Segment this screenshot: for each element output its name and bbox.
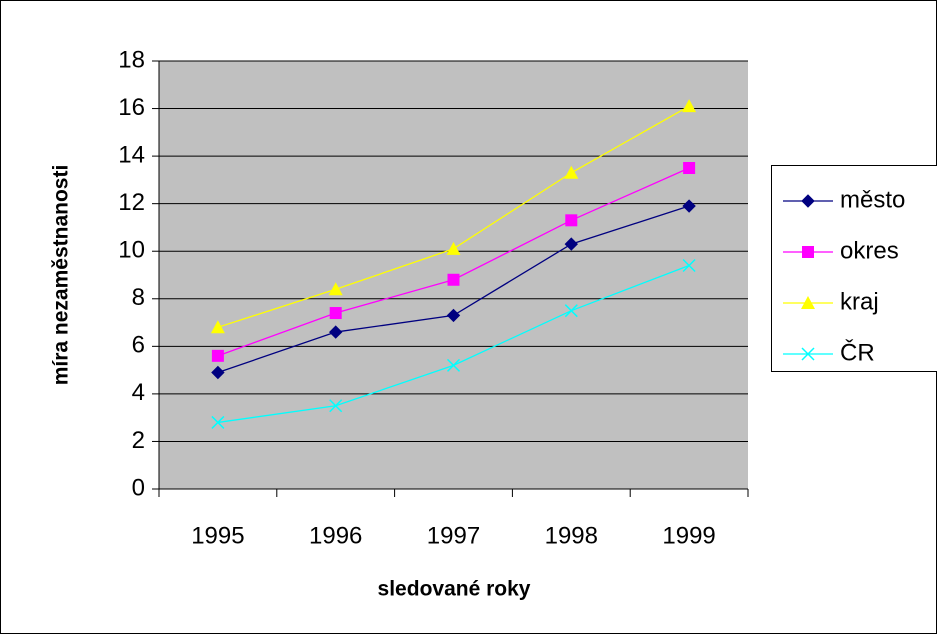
marker xyxy=(802,246,814,258)
x-tick-label: 1997 xyxy=(427,522,480,549)
y-axis-title: míra nezaměstnanosti xyxy=(50,165,73,386)
marker xyxy=(211,365,225,380)
marker xyxy=(329,307,342,320)
marker xyxy=(328,325,343,339)
marker xyxy=(211,349,224,362)
legend-box xyxy=(771,165,937,372)
marker xyxy=(328,282,343,296)
y-tick-label: 12 xyxy=(118,189,145,216)
marker xyxy=(682,199,696,213)
marker xyxy=(211,415,225,429)
y-tick-label: 14 xyxy=(118,141,145,168)
marker xyxy=(682,258,696,273)
marker xyxy=(683,162,696,174)
legend-label: kraj xyxy=(840,288,879,315)
marker xyxy=(801,194,815,208)
legend-label: město xyxy=(840,186,905,213)
marker xyxy=(564,165,579,179)
y-tick-label: 2 xyxy=(132,427,145,454)
y-tick-label: 18 xyxy=(118,46,145,73)
x-tick-label: 1995 xyxy=(191,522,244,549)
y-tick-label: 6 xyxy=(132,332,145,359)
x-tick-label: 1998 xyxy=(545,522,598,549)
marker xyxy=(801,296,815,309)
marker xyxy=(565,214,578,227)
y-tick-label: 8 xyxy=(132,284,145,311)
marker xyxy=(446,241,461,255)
marker xyxy=(564,304,578,318)
legend-label: okres xyxy=(840,237,899,264)
x-tick-label: 1999 xyxy=(662,522,715,549)
marker xyxy=(210,320,225,334)
legend: město okres kraj ČR xyxy=(771,165,937,372)
x-axis-title: sledované roky xyxy=(378,578,531,601)
x-tick-label: 1996 xyxy=(309,522,362,549)
marker xyxy=(447,273,460,286)
marker xyxy=(329,399,343,413)
y-tick-label: 16 xyxy=(118,94,145,121)
y-tick-label: 10 xyxy=(118,237,145,264)
legend-label: ČR xyxy=(840,338,875,366)
marker xyxy=(801,347,815,361)
marker xyxy=(564,237,579,251)
marker xyxy=(682,99,697,113)
y-tick-label: 4 xyxy=(132,379,145,406)
marker xyxy=(446,308,461,323)
marker xyxy=(446,358,461,372)
y-tick-label: 0 xyxy=(132,474,145,501)
